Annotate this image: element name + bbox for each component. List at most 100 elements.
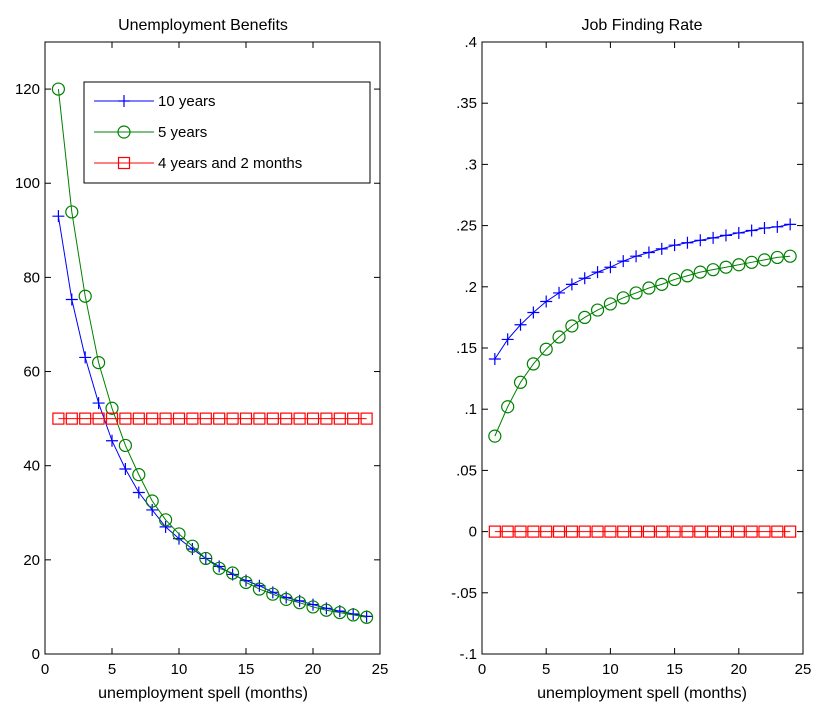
plot-area	[481, 41, 804, 655]
y-tick-label: 0	[469, 524, 477, 541]
x-tick-label: 25	[795, 661, 812, 678]
circle-marker	[603, 297, 618, 311]
square-marker	[320, 412, 333, 425]
plus-marker	[771, 220, 784, 233]
circle-marker	[642, 281, 656, 295]
square-marker	[758, 525, 771, 538]
plus-marker	[488, 353, 501, 366]
plus-marker	[132, 486, 145, 499]
series-plus	[488, 218, 797, 366]
y-tick-label: -.1	[459, 646, 477, 663]
series-line	[57, 89, 367, 618]
square-marker	[280, 412, 293, 425]
square-marker	[488, 525, 501, 538]
plus-marker	[732, 226, 745, 239]
panel-unemployment-benefits: 0 5 10 15 20 25 0 20 40 60 80 100 120 10 years 5 years…	[15, 17, 388, 702]
square-marker	[617, 525, 630, 538]
y-tick-label: 40	[23, 458, 40, 475]
plus-marker	[578, 272, 591, 285]
square-marker	[745, 525, 758, 538]
circle-marker	[770, 250, 784, 265]
circle-marker	[719, 260, 733, 274]
circle-marker	[78, 289, 92, 303]
square-marker	[707, 525, 720, 538]
square-marker	[540, 525, 553, 538]
square-marker	[514, 525, 527, 538]
circle-marker	[693, 265, 707, 279]
square-marker	[172, 412, 186, 425]
plus-marker	[745, 224, 758, 237]
x-tick-label: 15	[238, 661, 255, 678]
plus-marker	[119, 462, 132, 475]
plus-marker	[630, 250, 643, 263]
y-tick-label: 60	[23, 364, 40, 381]
x-tick-label: 20	[730, 661, 747, 678]
circle-marker	[757, 253, 772, 267]
y-tick-label: .35	[456, 95, 477, 112]
circle-marker	[185, 539, 199, 553]
y-tick-label: 0	[32, 646, 40, 663]
square-marker	[591, 525, 604, 538]
chart-title: Unemployment Benefits	[118, 17, 288, 34]
plus-marker	[540, 295, 553, 308]
circle-marker	[199, 551, 213, 566]
circle-marker	[732, 258, 746, 272]
plus-marker	[719, 229, 732, 242]
square-marker	[119, 412, 132, 425]
circle-marker	[118, 438, 133, 453]
circle-marker	[513, 375, 528, 389]
plus-marker	[642, 246, 655, 259]
square-marker	[105, 412, 119, 425]
series-line	[494, 255, 791, 437]
square-marker	[552, 525, 566, 538]
circle-marker	[293, 596, 307, 610]
y-tick-label: .05	[456, 462, 477, 479]
x-tick-label: 0	[41, 661, 49, 678]
circle-marker	[212, 561, 226, 575]
plus-marker	[106, 434, 118, 447]
circle-marker	[745, 255, 759, 269]
circle-marker	[655, 277, 669, 291]
x-tick-label: 5	[108, 661, 116, 678]
legend-label: 10 years	[158, 93, 216, 110]
square-marker	[199, 412, 212, 425]
series-square	[488, 525, 797, 538]
plus-marker	[253, 579, 266, 592]
circle-marker	[279, 592, 293, 606]
x-tick-label: 25	[372, 661, 389, 678]
series-line	[57, 216, 367, 617]
y-tick-label: 120	[15, 81, 40, 98]
plus-marker	[668, 239, 681, 252]
circle-marker	[578, 310, 592, 324]
legend: 10 years 5 years 4 years and 2 months	[83, 81, 371, 184]
square-marker	[732, 525, 745, 538]
plus-marker	[52, 210, 65, 223]
circle-marker	[552, 330, 566, 344]
plus-marker	[655, 242, 668, 255]
square-marker	[629, 525, 643, 538]
plus-marker	[159, 520, 172, 533]
square-marker	[668, 525, 681, 538]
y-tick-label: .15	[456, 340, 477, 357]
square-marker	[226, 412, 239, 425]
square-marker	[578, 525, 591, 538]
plus-marker	[604, 261, 617, 274]
plus-marker	[65, 293, 78, 306]
plus-marker	[681, 236, 694, 249]
square-marker	[213, 412, 226, 425]
plus-marker	[553, 286, 566, 299]
plus-marker	[565, 278, 578, 291]
circle-marker	[266, 587, 280, 601]
series-4-years-and-2-months	[52, 412, 373, 425]
circle-marker	[51, 82, 66, 96]
square-marker	[360, 412, 373, 425]
plus-marker	[707, 231, 720, 244]
circle-marker	[172, 527, 186, 541]
circle-marker	[145, 494, 159, 508]
legend-label: 4 years and 2 months	[158, 155, 302, 172]
square-marker	[501, 525, 514, 538]
circle-marker	[306, 600, 320, 614]
square-marker	[52, 412, 65, 425]
circle-marker	[526, 357, 540, 371]
